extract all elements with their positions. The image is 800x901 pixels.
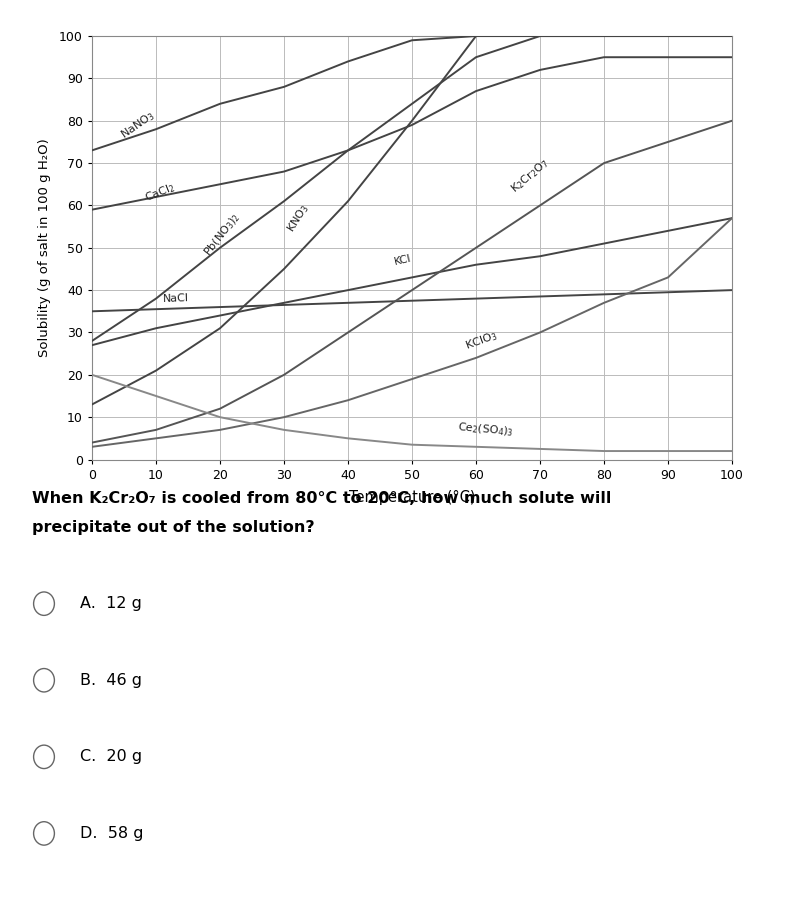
- Text: B.  46 g: B. 46 g: [80, 673, 142, 687]
- Text: C.  20 g: C. 20 g: [80, 750, 142, 764]
- Text: Ce$_2$(SO$_4$)$_3$: Ce$_2$(SO$_4$)$_3$: [457, 421, 514, 439]
- Y-axis label: Solubility (g of salt in 100 g H₂O): Solubility (g of salt in 100 g H₂O): [38, 139, 50, 357]
- Text: D.  58 g: D. 58 g: [80, 826, 143, 841]
- Text: KCl: KCl: [393, 254, 412, 268]
- Text: KClO$_3$: KClO$_3$: [463, 329, 499, 353]
- Text: NaCl: NaCl: [162, 293, 189, 304]
- Text: CaCl$_2$: CaCl$_2$: [143, 180, 178, 205]
- Text: Pb(NO$_3$)$_2$: Pb(NO$_3$)$_2$: [201, 211, 243, 259]
- X-axis label: Temperature (°C): Temperature (°C): [349, 490, 475, 505]
- Text: K$_2$Cr$_2$O$_7$: K$_2$Cr$_2$O$_7$: [508, 156, 552, 196]
- Text: A.  12 g: A. 12 g: [80, 596, 142, 611]
- Text: NaNO$_3$: NaNO$_3$: [118, 108, 157, 141]
- Text: When K₂Cr₂O₇ is cooled from 80°C to 20°C, how much solute will: When K₂Cr₂O₇ is cooled from 80°C to 20°C…: [32, 491, 611, 506]
- Text: KNO$_3$: KNO$_3$: [284, 202, 312, 235]
- Text: precipitate out of the solution?: precipitate out of the solution?: [32, 520, 314, 535]
